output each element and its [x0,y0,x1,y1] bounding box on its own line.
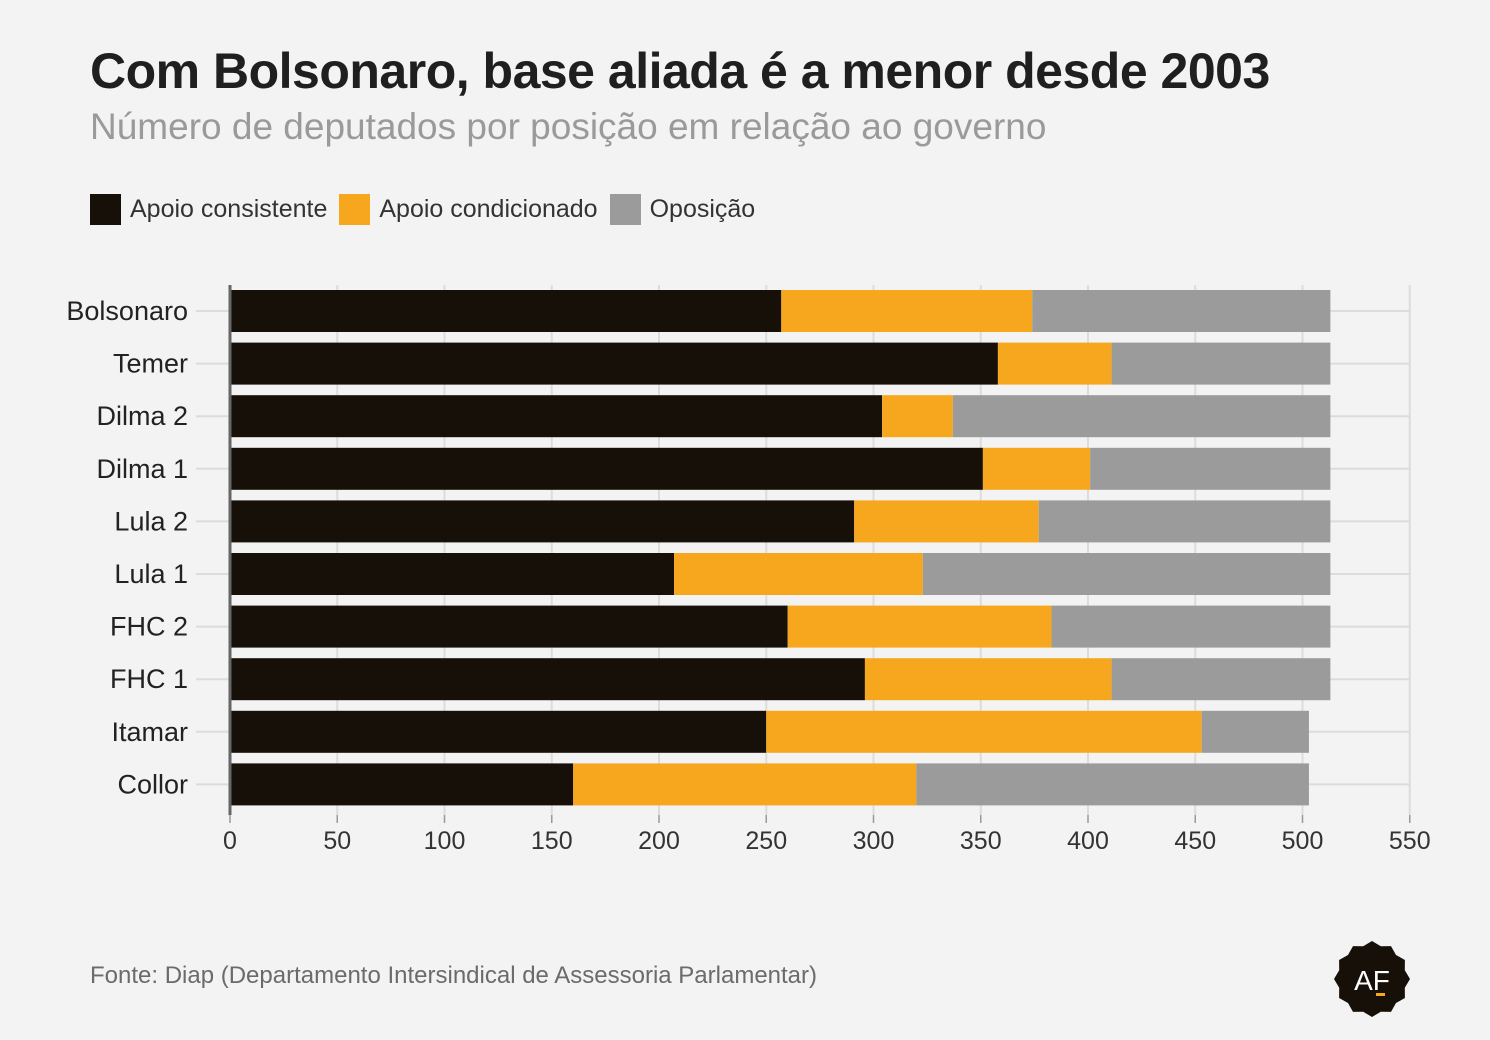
x-tick-label: 100 [424,827,466,855]
bar-opposition [1111,342,1331,385]
bar-conditional [997,342,1112,385]
bar-consistent [230,605,788,648]
bar-consistent [230,763,574,806]
y-tick-label: Lula 2 [114,506,188,536]
source-note: Fonte: Diap (Departamento Intersindical … [90,962,818,989]
bar-consistent [230,710,767,753]
bar-opposition [1038,500,1331,543]
bar-opposition [1051,605,1331,648]
x-tick-label: 300 [853,827,895,855]
af-seal-logo: AF [1334,941,1410,1017]
x-tick-label: 50 [323,827,351,855]
y-tick-label: Temer [113,349,188,379]
stacked-bar-chart: 0 50 100 150 200 250 300 350 400 450 500 550 Bolsona… [66,285,1431,855]
y-tick-label: Itamar [111,717,188,747]
bar-conditional [781,290,1033,332]
bar-consistent [230,658,865,701]
x-tick-label: 250 [745,827,787,855]
chart-legend: Apoio consistente Apoio condicionado Opo… [90,194,755,225]
x-tick-label: 0 [223,827,237,855]
x-tick-label: 350 [960,827,1002,855]
bar-consistent [230,395,883,438]
bar-consistent [230,500,855,543]
legend-label-conditional: Apoio condicionado [379,195,598,223]
chart-title: Com Bolsonaro, base aliada é a menor des… [90,43,1270,99]
legend-item-consistent: Apoio consistente [90,194,327,225]
legend-item-opposition: Oposição [609,194,756,225]
bar-conditional [573,763,917,806]
bar-conditional [787,605,1052,648]
bar-consistent [230,447,983,490]
legend-label-consistent: Apoio consistente [130,195,328,223]
bar-opposition [952,395,1331,438]
x-tick-label: 150 [531,827,573,855]
bar-opposition [1032,290,1331,332]
legend-swatch-opposition [609,194,641,225]
x-tick-label: 500 [1282,827,1324,855]
bar-conditional [674,553,923,595]
bar-consistent [230,553,675,595]
bar-consistent [230,342,998,385]
bar-conditional [854,500,1039,543]
y-tick-label: Lula 1 [114,559,188,589]
x-tick-label: 400 [1067,827,1109,855]
legend-item-conditional: Apoio condicionado [339,194,598,225]
chart-subtitle: Número de deputados por posição em relaç… [90,106,1047,147]
bar-conditional [766,710,1202,753]
legend-label-opposition: Oposição [649,195,756,223]
y-tick-label: Dilma 2 [96,401,188,431]
y-tick-label: Bolsonaro [66,296,188,326]
y-tick-label: Dilma 1 [96,454,188,484]
y-tick-label: FHC 1 [110,664,188,694]
bar-conditional [982,447,1091,490]
legend-swatch-conditional [339,194,371,225]
bar-opposition [922,553,1331,595]
x-tick-label: 550 [1389,827,1431,855]
bar-conditional [882,395,953,438]
x-tick-label: 450 [1174,827,1216,855]
x-tick-label: 200 [638,827,680,855]
bar-opposition [1111,658,1331,701]
logo-text: AF [1354,965,1390,996]
y-tick-label: Collor [117,769,188,799]
legend-swatch-consistent [90,194,121,225]
y-tick-label: FHC 2 [110,612,188,642]
bar-opposition [1201,710,1309,753]
bar-opposition [1090,447,1331,490]
bar-consistent [230,290,782,332]
bar-opposition [916,763,1309,806]
bar-conditional [864,658,1112,701]
